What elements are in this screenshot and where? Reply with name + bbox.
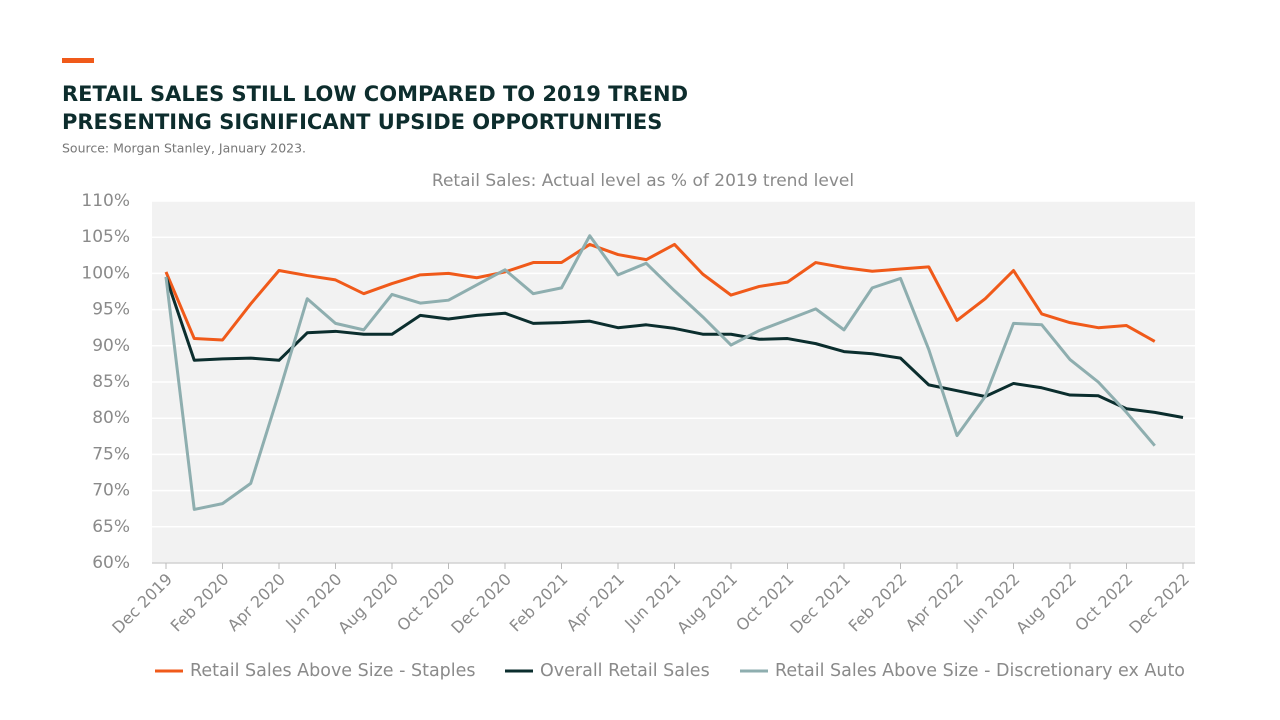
- y-tick-label: 70%: [92, 481, 130, 501]
- y-tick-label: 65%: [92, 517, 130, 537]
- x-tick-label: Feb 2020: [167, 570, 233, 636]
- source: Source: Morgan Stanley, January 2023.: [62, 141, 306, 156]
- chart-title: PRESENTING SIGNIFICANT UPSIDE OPPORTUNIT…: [62, 110, 662, 134]
- x-tick-label: Dec 2021: [786, 570, 854, 638]
- series-line: [164, 234, 1156, 511]
- y-tick-label: 110%: [81, 191, 130, 211]
- y-tick-label: 105%: [81, 227, 130, 247]
- y-tick-label: 95%: [92, 300, 130, 320]
- legend-label: Retail Sales Above Size - Staples: [190, 661, 476, 681]
- accent-bar: [62, 58, 94, 63]
- x-tick-label: Dec 2020: [447, 570, 515, 638]
- x-tick-label: Feb 2021: [506, 570, 572, 636]
- x-tick-label: Dec 2019: [108, 570, 176, 638]
- x-tick-label: Aug 2021: [673, 570, 741, 638]
- y-tick-label: 90%: [92, 336, 130, 356]
- y-tick-label: 85%: [92, 372, 130, 392]
- x-tick-label: Aug 2022: [1012, 570, 1080, 638]
- x-tick-label: Feb 2022: [845, 570, 911, 636]
- x-tick-label: Aug 2020: [334, 570, 402, 638]
- x-tick-label: Apr 2021: [563, 570, 628, 635]
- chart-title: RETAIL SALES STILL LOW COMPARED TO 2019 …: [62, 82, 688, 106]
- x-tick-label: Apr 2020: [224, 570, 289, 635]
- x-tick-label: Dec 2022: [1125, 570, 1193, 638]
- x-tick-label: Apr 2022: [902, 570, 967, 635]
- y-tick-label: 100%: [81, 263, 130, 283]
- series-line: [164, 242, 1156, 343]
- y-tick-label: 80%: [92, 408, 130, 428]
- series-line: [164, 276, 1184, 419]
- legend-label: Overall Retail Sales: [540, 661, 710, 681]
- legend-label: Retail Sales Above Size - Discretionary …: [775, 661, 1185, 681]
- chart-subtitle: Retail Sales: Actual level as % of 2019 …: [432, 171, 854, 191]
- y-tick-label: 60%: [92, 553, 130, 573]
- y-tick-label: 75%: [92, 444, 130, 464]
